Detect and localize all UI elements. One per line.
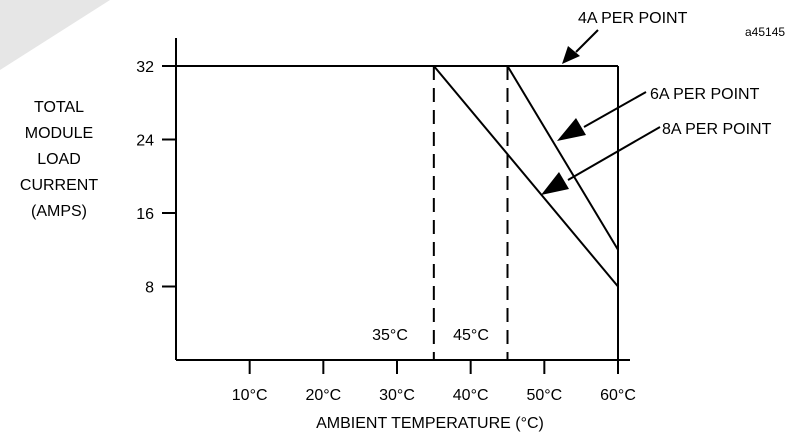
arrow-4a-leader bbox=[576, 30, 598, 52]
series-line-2 bbox=[176, 66, 618, 250]
y-axis-title-line-5: (AMPS) bbox=[31, 203, 87, 220]
series-label-6a: 6A PER POINT bbox=[650, 86, 760, 103]
x-tick-label-10: 10°C bbox=[232, 387, 268, 404]
x-axis-title: AMBIENT TEMPERATURE (°C) bbox=[316, 415, 544, 432]
x-tick-label-20: 20°C bbox=[305, 387, 341, 404]
x-tick-label-60: 60°C bbox=[600, 387, 636, 404]
figure-id: a45145 bbox=[745, 25, 785, 39]
series-lines bbox=[176, 66, 618, 287]
arrow-4a-head bbox=[562, 46, 580, 64]
y-tick-label-8: 8 bbox=[145, 280, 154, 297]
arrow-6a-head bbox=[557, 118, 586, 141]
arrow-8a-head bbox=[541, 172, 569, 195]
y-axis-title-line-1: TOTAL bbox=[34, 99, 84, 116]
tick-labels: 10°C 20°C 30°C 40°C 50°C 60°C 8 16 24 32 bbox=[136, 59, 636, 404]
series-label-4a: 4A PER POINT bbox=[578, 10, 688, 27]
ref-label-35c: 35°C bbox=[372, 327, 408, 344]
y-axis-title-line-2: MODULE bbox=[25, 125, 93, 142]
y-axis-title-line-4: CURRENT bbox=[20, 177, 98, 194]
series-label-8a: 8A PER POINT bbox=[662, 121, 772, 138]
ref-label-45c: 45°C bbox=[453, 327, 489, 344]
x-tick-label-50: 50°C bbox=[526, 387, 562, 404]
y-tick-label-32: 32 bbox=[136, 59, 154, 76]
series-line-3 bbox=[176, 66, 618, 287]
x-tick-label-40: 40°C bbox=[453, 387, 489, 404]
annotation-arrows bbox=[541, 30, 660, 195]
arrow-6a-leader bbox=[584, 92, 646, 127]
y-tick-label-16: 16 bbox=[136, 206, 154, 223]
y-tick-label-24: 24 bbox=[136, 133, 154, 150]
x-tick-label-30: 30°C bbox=[379, 387, 415, 404]
y-axis-title-line-3: LOAD bbox=[37, 151, 81, 168]
